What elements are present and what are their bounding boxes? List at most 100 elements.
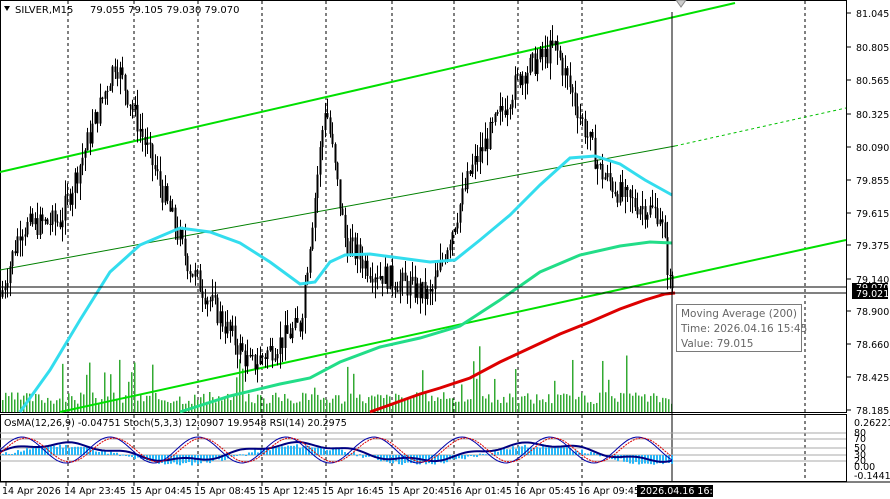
candle-body [359, 244, 362, 260]
candle-body [494, 113, 497, 123]
candle-body [236, 345, 239, 355]
volume-bar [242, 368, 244, 412]
moving-average-200[interactable] [369, 291, 676, 414]
candle-body [31, 213, 34, 225]
candle-body [566, 68, 569, 76]
osma-bar [239, 454, 241, 456]
osma-bar [131, 455, 133, 458]
volume-bar [74, 400, 76, 412]
ohlc-values: 79.055 79.105 79.030 79.070 [90, 5, 240, 16]
volume-bar [101, 399, 103, 412]
volume-bar [155, 392, 157, 412]
candle-body [189, 271, 192, 274]
volume-bar [287, 398, 289, 412]
osma-bar [656, 455, 658, 464]
volume-bar [419, 393, 421, 412]
volume-bar [503, 396, 505, 412]
candle-body [581, 117, 584, 119]
candle-body [409, 280, 412, 296]
osma-bar [518, 446, 520, 455]
volume-bar [578, 396, 580, 412]
osma-bar [26, 448, 28, 455]
candle-body [166, 186, 169, 201]
candle-body [354, 237, 357, 259]
volume-bar [107, 396, 109, 412]
candle-body [386, 266, 389, 290]
volume-bar [629, 393, 631, 412]
candle-body [554, 41, 557, 45]
candle-body [99, 97, 102, 124]
candle-body [451, 232, 454, 245]
osma-bar [359, 454, 361, 456]
candle-body [356, 244, 359, 259]
osma-bar [470, 455, 472, 456]
volume-bar [23, 395, 25, 412]
volume-bar [62, 363, 64, 412]
osma-bar [224, 455, 226, 461]
candle-body [239, 343, 242, 355]
volume-bar [230, 400, 232, 412]
candle-body [439, 260, 442, 271]
volume-bar [404, 399, 406, 412]
volume-bar [623, 393, 625, 412]
candle-body [116, 72, 119, 79]
volume-bar [176, 400, 178, 412]
osma-bar [257, 452, 259, 455]
volume-bar [377, 394, 379, 412]
candle-body [96, 112, 99, 124]
candle-body [489, 121, 492, 150]
chevron-down-icon[interactable] [4, 6, 10, 11]
osma-bar [185, 455, 187, 464]
volume-bar [485, 398, 487, 412]
candle-body [46, 219, 49, 225]
candle-body [506, 109, 509, 116]
osma-bar [92, 447, 94, 455]
volume-bar [185, 403, 187, 412]
osma-bar [479, 453, 481, 455]
candle-body [74, 172, 77, 193]
volume-bar [557, 394, 559, 412]
candle-body [311, 227, 314, 250]
candle-body [29, 213, 32, 222]
candle-body [209, 300, 212, 302]
osma-bar [599, 455, 601, 457]
candle-body [381, 276, 384, 284]
candle-body [549, 40, 552, 64]
candle-body [599, 164, 602, 166]
indicator-tick-label: 20 [854, 456, 866, 467]
candle-body [614, 191, 617, 195]
candle-body [19, 236, 22, 241]
osma-bar [332, 447, 334, 455]
osma-bar [299, 447, 301, 455]
candle-body [379, 276, 382, 279]
candle-body [154, 165, 157, 170]
volume-bar [515, 369, 517, 412]
volume-bar [446, 398, 448, 412]
osma-bar [263, 448, 265, 455]
candle-body [101, 97, 104, 99]
osma-bar [179, 455, 181, 466]
osma-bar [482, 453, 484, 455]
osma-bar [578, 452, 580, 455]
candle-body [4, 287, 7, 291]
osma-bar [101, 451, 103, 455]
osma-bar [281, 446, 283, 455]
candle-body [256, 364, 259, 369]
volume-bar [452, 398, 454, 412]
osma-bar [38, 445, 40, 455]
indicator-tick-label: 50 [854, 443, 866, 454]
candle-body [109, 85, 112, 91]
osma-bar [422, 455, 424, 463]
volume-bar [65, 401, 67, 412]
volume-bar [284, 393, 286, 412]
volume-bar [590, 401, 592, 412]
price-tick-label: 80.325 [856, 110, 889, 121]
candle-body [531, 53, 534, 58]
volume-bar [410, 399, 412, 412]
osma-bar [272, 446, 274, 455]
candle-body [434, 276, 437, 290]
osma-bar [494, 450, 496, 455]
shift-marker[interactable] [675, 0, 687, 8]
osma-bar [659, 455, 661, 464]
